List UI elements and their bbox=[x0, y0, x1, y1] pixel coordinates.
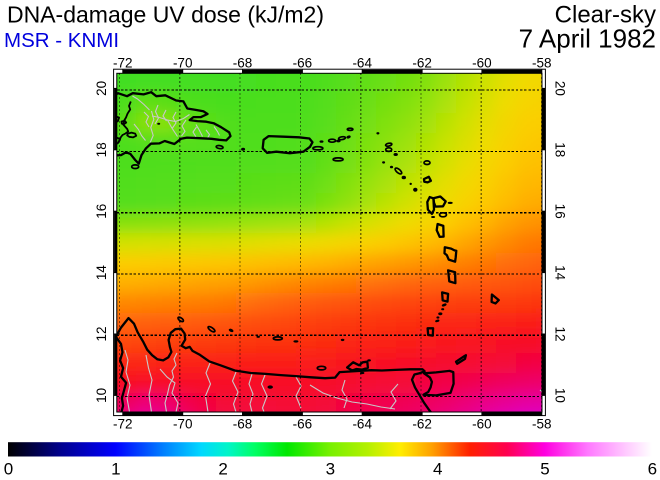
svg-text:-62: -62 bbox=[412, 417, 432, 432]
svg-text:-70: -70 bbox=[173, 417, 193, 432]
svg-text:5: 5 bbox=[540, 460, 549, 479]
svg-text:-58: -58 bbox=[532, 417, 552, 432]
svg-text:18: 18 bbox=[94, 142, 109, 157]
svg-text:-68: -68 bbox=[233, 417, 253, 432]
svg-text:-62: -62 bbox=[412, 56, 432, 71]
svg-text:-68: -68 bbox=[233, 56, 253, 71]
svg-text:20: 20 bbox=[94, 81, 109, 96]
svg-text:16: 16 bbox=[553, 204, 568, 219]
svg-text:-64: -64 bbox=[352, 417, 372, 432]
svg-text:0: 0 bbox=[4, 460, 13, 479]
svg-text:-66: -66 bbox=[293, 417, 313, 432]
svg-text:3: 3 bbox=[326, 460, 335, 479]
svg-text:12: 12 bbox=[553, 326, 568, 341]
svg-text:6: 6 bbox=[648, 460, 657, 479]
svg-text:18: 18 bbox=[553, 142, 568, 157]
svg-text:14: 14 bbox=[94, 265, 109, 281]
svg-text:DNA-damage UV dose (kJ/m2): DNA-damage UV dose (kJ/m2) bbox=[7, 2, 324, 28]
svg-text:4: 4 bbox=[433, 460, 442, 479]
svg-text:-66: -66 bbox=[293, 56, 313, 71]
svg-text:7 April 1982: 7 April 1982 bbox=[519, 24, 656, 54]
svg-text:MSR - KNMI: MSR - KNMI bbox=[4, 29, 119, 52]
svg-text:-72: -72 bbox=[113, 56, 133, 71]
svg-text:-60: -60 bbox=[472, 417, 492, 432]
svg-text:16: 16 bbox=[94, 204, 109, 219]
svg-text:Clear-sky: Clear-sky bbox=[555, 2, 656, 29]
svg-text:10: 10 bbox=[94, 388, 109, 403]
svg-text:20: 20 bbox=[553, 81, 568, 96]
svg-text:2: 2 bbox=[218, 460, 227, 479]
svg-text:-64: -64 bbox=[352, 56, 372, 71]
svg-text:-70: -70 bbox=[173, 56, 193, 71]
svg-text:14: 14 bbox=[553, 265, 568, 281]
svg-text:-60: -60 bbox=[472, 56, 492, 71]
svg-text:10: 10 bbox=[553, 388, 568, 403]
svg-text:-72: -72 bbox=[113, 417, 133, 432]
svg-text:1: 1 bbox=[111, 460, 120, 479]
svg-text:-58: -58 bbox=[532, 56, 552, 71]
svg-text:12: 12 bbox=[94, 326, 109, 341]
